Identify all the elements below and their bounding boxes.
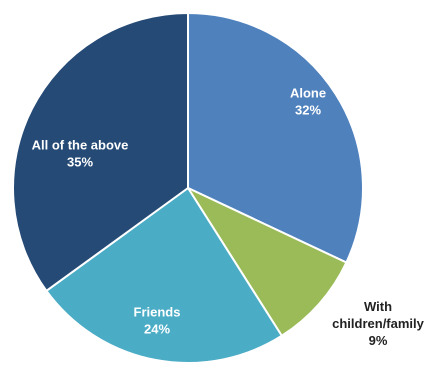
slice-percent: 32%: [295, 103, 321, 118]
slice-percent: 24%: [144, 322, 170, 337]
slice-label-alone: Alone 32%: [290, 86, 326, 118]
pie-slice-alone: [187, 11, 364, 264]
pie-slices: [12, 11, 364, 365]
pie-slice-friends: [45, 186, 284, 365]
slice-label-line: With: [364, 299, 392, 314]
pie-labels: Alone 32% With children/family 9% Friends 24% A…: [32, 86, 425, 349]
slice-percent: 9%: [369, 333, 388, 348]
slice-label-line: All of the above: [32, 138, 129, 153]
slice-label-all-of-the-above: All of the above 35%: [32, 138, 129, 170]
slice-label-with-children-family: With children/family 9%: [332, 299, 425, 348]
pie-slice-with-children-family: [185, 185, 348, 338]
slice-percent: 35%: [67, 155, 93, 170]
pie-slice-all-of-the-above: [12, 11, 189, 293]
slice-label-line: Friends: [134, 305, 181, 320]
slice-label-line: Alone: [290, 86, 326, 101]
slice-label-line: children/family: [332, 316, 425, 331]
slice-label-friends: Friends 24%: [134, 305, 181, 337]
